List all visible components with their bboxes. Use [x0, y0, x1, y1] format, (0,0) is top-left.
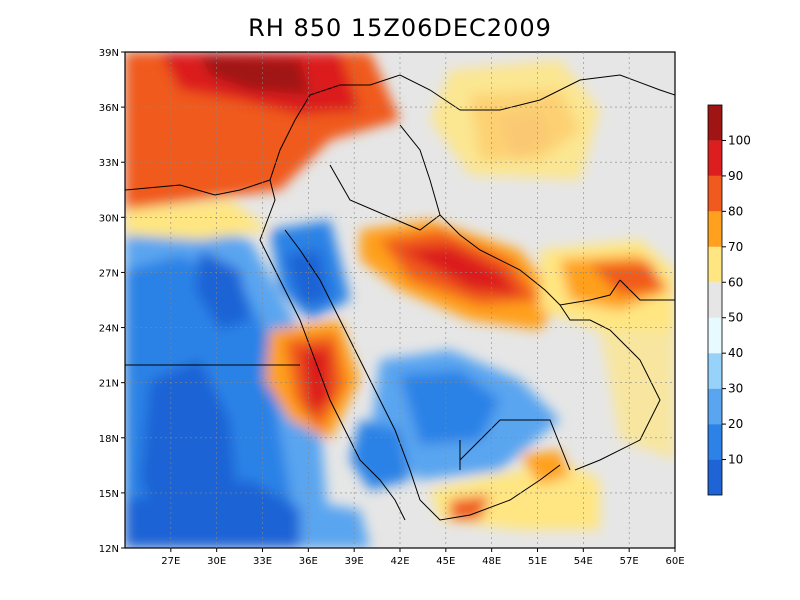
colorbar-label: 10 — [728, 453, 743, 467]
colorbar-swatch — [708, 105, 722, 141]
colorbar-swatch — [708, 459, 722, 495]
colorbar-label: 90 — [728, 169, 743, 183]
colorbar-label: 100 — [728, 133, 751, 147]
colorbar-swatch — [708, 211, 722, 247]
lon-tick-label: 48E — [482, 556, 501, 567]
lat-tick-label: 33N — [99, 158, 119, 169]
lon-tick-label: 45E — [436, 556, 455, 567]
colorbar-swatch — [708, 424, 722, 460]
colorbar-label: 80 — [728, 204, 743, 218]
colorbar-swatch — [708, 175, 722, 212]
lon-tick-label: 27E — [161, 556, 180, 567]
lat-tick-label: 24N — [99, 324, 119, 335]
colorbar-label: 40 — [728, 346, 743, 360]
colorbar-swatch — [708, 317, 722, 354]
colorbar-label: 20 — [728, 417, 743, 431]
lon-tick-label: 60E — [665, 556, 684, 567]
latitude-labels: 12N 15N 18N 21N 24N 27N 30N 33N 36N 39N — [99, 48, 125, 555]
rh-field — [125, 52, 675, 548]
lon-tick-label: 33E — [253, 556, 272, 567]
coastlines — [125, 74, 675, 521]
lat-tick-label: 18N — [99, 434, 119, 445]
colorbar: 10 20 30 40 50 60 70 80 90 100 — [707, 104, 751, 496]
lat-tick-label: 39N — [99, 48, 119, 59]
colorbar-label: 30 — [728, 382, 743, 396]
gridlines — [125, 52, 675, 548]
lat-tick-label: 30N — [99, 213, 119, 224]
map-title: RH 850 15Z06DEC2009 — [248, 14, 552, 42]
lat-tick-label: 27N — [99, 268, 119, 279]
colorbar-swatch — [708, 353, 722, 389]
lat-tick-label: 21N — [99, 379, 119, 390]
lat-tick-label: 12N — [99, 544, 119, 555]
colorbar-swatch — [708, 246, 722, 283]
lon-tick-label: 39E — [345, 556, 364, 567]
lon-tick-label: 54E — [574, 556, 593, 567]
colorbar-frame — [707, 104, 723, 496]
colorbar-swatch — [708, 140, 722, 176]
lon-tick-label: 42E — [390, 556, 409, 567]
colorbar-swatch — [708, 282, 722, 318]
lat-tick-label: 15N — [99, 489, 119, 500]
colorbar-label: 60 — [728, 275, 743, 289]
longitude-labels: 27E 30E 33E 36E 39E 42E 45E 48E 51E 54E 57E 60E — [161, 548, 685, 567]
lon-tick-label: 36E — [299, 556, 318, 567]
colorbar-label: 50 — [728, 311, 743, 325]
lon-tick-label: 57E — [620, 556, 639, 567]
colorbar-label: 70 — [728, 240, 743, 254]
colorbar-swatch — [708, 388, 722, 425]
lon-tick-label: 51E — [528, 556, 547, 567]
lat-tick-label: 36N — [99, 103, 119, 114]
lon-tick-label: 30E — [207, 556, 226, 567]
